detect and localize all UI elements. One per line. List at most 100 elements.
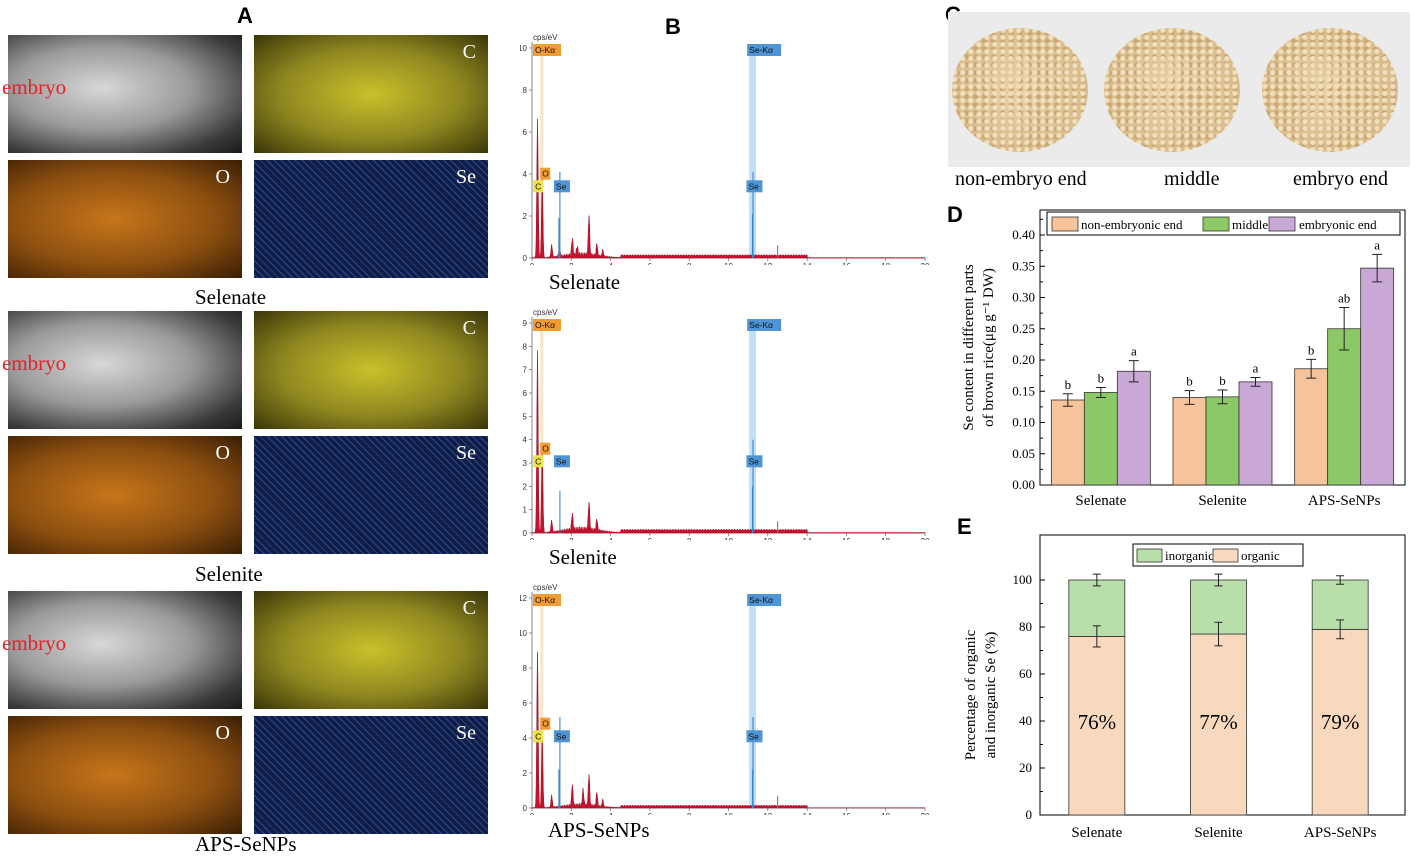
x-tick-label: 6: [648, 812, 653, 815]
legend-swatch: [1136, 548, 1163, 563]
peak-label-box: [533, 455, 544, 468]
bar-middle: [1083, 392, 1118, 486]
y-tick-label: 80: [1019, 619, 1032, 634]
significance-letter: b: [1186, 374, 1193, 389]
y-tick-label: 8: [523, 342, 528, 351]
y-tick-label: 0.30: [1012, 290, 1035, 305]
o-band: [540, 321, 544, 533]
bar-organic: [1068, 636, 1126, 816]
carbon-map-label: C: [462, 597, 476, 619]
x-tick-label: 16: [842, 537, 851, 540]
y-tick-label: 0.40: [1012, 227, 1035, 242]
peak-label-box: [532, 44, 561, 56]
x-tick-label: 10: [724, 262, 733, 265]
y-axis-label: cps/eV: [533, 33, 558, 42]
y-tick-label: 0: [1026, 807, 1033, 822]
y-tick-label: 0.20: [1012, 352, 1035, 367]
panel-letter-b: B: [665, 14, 681, 39]
sem-image: [8, 591, 242, 709]
eds-spectrum: 02468101214161820024681012cps/eVEnergy […: [520, 583, 930, 815]
legend-swatch: [1212, 548, 1239, 563]
selenium-map: Se: [254, 716, 488, 834]
x-tick-label: APS-SeNPs: [1304, 825, 1377, 841]
sem-treatment-label: Selenate: [195, 285, 267, 309]
peak-label-box: [747, 594, 782, 606]
significance-letter: a: [1131, 344, 1137, 359]
x-tick-label: 0: [530, 537, 535, 540]
x-tick-label: Selenite: [1198, 493, 1247, 509]
bar-non-embryonic-end: [1172, 397, 1207, 486]
y-tick-label: 6: [523, 389, 528, 398]
y-tick-label: 100: [1013, 572, 1033, 587]
legend-label: non-embryonic end: [1081, 217, 1183, 232]
y-tick-label: 2: [523, 769, 528, 778]
x-tick-label: 2: [569, 537, 574, 540]
y-tick-label: 0: [523, 529, 528, 538]
o-band: [540, 596, 544, 808]
peak-label: Se-Kα: [749, 45, 773, 55]
peak-label: Se: [748, 456, 759, 466]
embryo-label: embryo: [2, 75, 67, 99]
oxygen-map: O: [8, 160, 242, 278]
peak-label: Se: [556, 731, 567, 741]
legend-label: organic: [1241, 548, 1280, 563]
eds-red-spectrum: [531, 118, 926, 259]
bar-embryonic-end: [1116, 370, 1151, 486]
peak-label: O-Kα: [535, 320, 555, 330]
spectrum-treatment-label: Selenite: [549, 545, 617, 569]
x-tick-label: Selenate: [1071, 825, 1122, 841]
eds-spectrum: 024681012141618200246810cps/eVEnergy [ke…: [520, 33, 930, 265]
x-tick-label: 12: [763, 537, 772, 540]
y-tick-label: 4: [523, 170, 528, 179]
carbon-map-label: C: [462, 317, 476, 339]
panel-letter-e: E: [957, 514, 972, 539]
eds-spectrum: 024681012141618200123456789cps/eVEnergy …: [523, 308, 930, 540]
significance-letter: ab: [1338, 291, 1350, 306]
peak-label: Se: [556, 456, 567, 466]
y-tick-label: 4: [523, 436, 528, 445]
legend-swatch: [1268, 216, 1296, 232]
peak-label-box: [553, 180, 570, 193]
panel-letter-a: A: [237, 3, 253, 28]
peak-label-box: [533, 730, 544, 743]
carbon-map-label: C: [462, 41, 476, 63]
x-tick-label: 10: [724, 812, 733, 815]
y-tick-label: 7: [523, 366, 528, 375]
bar-embryonic-end: [1360, 267, 1395, 486]
x-tick-label: 0: [530, 262, 535, 265]
peak-label-box: [746, 180, 763, 193]
photo-label: embryo end: [1293, 168, 1388, 190]
peak-label-box: [746, 455, 763, 468]
y-tick-label: 5: [523, 412, 528, 421]
y-tick-label: 0: [523, 804, 528, 813]
bar-organic: [1190, 633, 1247, 816]
eds-red-spectrum: [531, 651, 926, 809]
peak-label-box: [532, 594, 561, 606]
y-tick-label: 20: [1019, 760, 1032, 775]
x-tick-label: 4: [608, 262, 613, 265]
x-tick-label: 4: [608, 812, 613, 815]
bar-organic: [1311, 628, 1369, 816]
peak-label: Se: [748, 731, 759, 741]
y-tick-label: 0.15: [1012, 383, 1035, 398]
y-tick-label: 0.25: [1012, 321, 1035, 336]
peak-label: O-Kα: [535, 45, 555, 55]
peak-label-box: [553, 730, 570, 743]
embryo-label: embryo: [2, 351, 67, 375]
significance-letter: b: [1065, 377, 1072, 392]
carbon-map: C: [254, 311, 488, 429]
spectrum-treatment-label: APS-SeNPs: [548, 818, 650, 842]
rice-grain-photo: [1262, 28, 1398, 152]
sem-treatment-label: Selenite: [195, 562, 263, 586]
se-band: [749, 46, 757, 258]
carbon-map: C: [254, 591, 488, 709]
x-tick-label: Selenite: [1194, 825, 1243, 841]
se-band: [749, 321, 757, 533]
y-tick-label: 40: [1019, 713, 1032, 728]
x-tick-label: 2: [569, 812, 574, 815]
oxygen-map-label: O: [215, 166, 230, 188]
bar-non-embryonic-end: [1294, 368, 1329, 486]
x-tick-label: 8: [687, 537, 692, 540]
y-tick-label: 2: [523, 212, 528, 221]
sem-image: [8, 35, 242, 153]
